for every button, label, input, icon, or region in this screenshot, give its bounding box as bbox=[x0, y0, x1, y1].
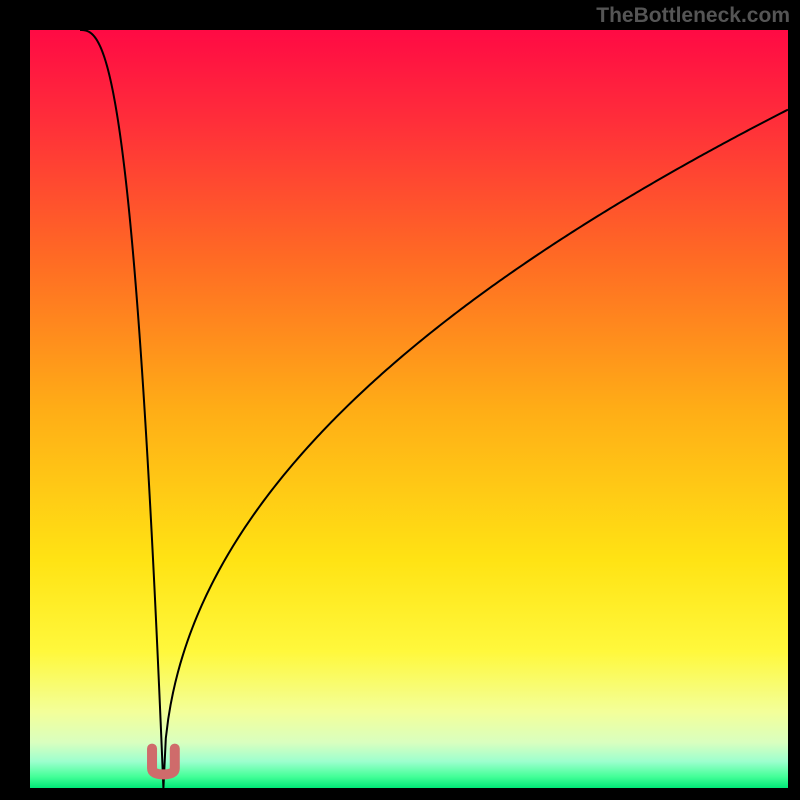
watermark-text: TheBottleneck.com bbox=[596, 4, 790, 28]
chart-svg bbox=[0, 0, 800, 800]
chart-container: TheBottleneck.com bbox=[0, 0, 800, 800]
